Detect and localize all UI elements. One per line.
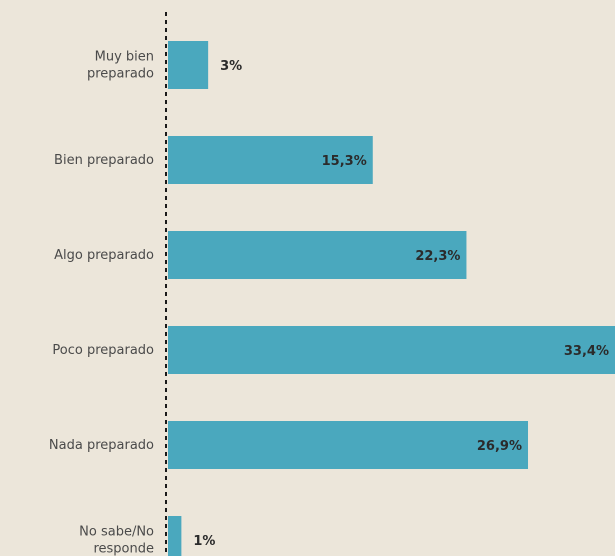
category-label-line: responde: [93, 542, 154, 556]
value-label-3: 22,3%: [415, 249, 460, 264]
category-label-3: Algo preparado: [54, 248, 154, 263]
bar-6: [168, 516, 182, 556]
category-label-1: Muy bien preparado: [87, 50, 154, 82]
bar-4: [168, 326, 615, 374]
bars: [168, 41, 615, 556]
value-label-6: 1%: [193, 534, 215, 549]
category-label-line: No sabe/No: [79, 525, 154, 540]
value-label-5: 26,9%: [477, 439, 522, 454]
value-label-2: 15,3%: [322, 154, 367, 169]
bar-1: [168, 41, 209, 89]
value-label-1: 3%: [220, 59, 242, 74]
category-label-5: Nada preparado: [49, 438, 154, 453]
bar-2: [168, 136, 373, 184]
category-label-line: preparado: [87, 67, 154, 82]
category-labels: Muy bien preparado Bien preparado Algo prep…: [49, 50, 154, 556]
category-label-line: Nada preparado: [49, 438, 154, 453]
value-labels: 3% 15,3% 22,3% 33,4% 26,9% 1%: [193, 59, 609, 549]
category-label-2: Bien preparado: [54, 153, 154, 168]
category-label-line: Muy bien: [95, 50, 154, 65]
bar-3: [168, 231, 467, 279]
category-label-line: Bien preparado: [54, 153, 154, 168]
category-label-line: Poco preparado: [52, 343, 154, 358]
value-label-4: 33,4%: [564, 344, 609, 359]
category-label-line: Algo preparado: [54, 248, 154, 263]
bar-5: [168, 421, 529, 469]
category-label-6: No sabe/No responde: [79, 525, 154, 556]
category-label-4: Poco preparado: [52, 343, 154, 358]
